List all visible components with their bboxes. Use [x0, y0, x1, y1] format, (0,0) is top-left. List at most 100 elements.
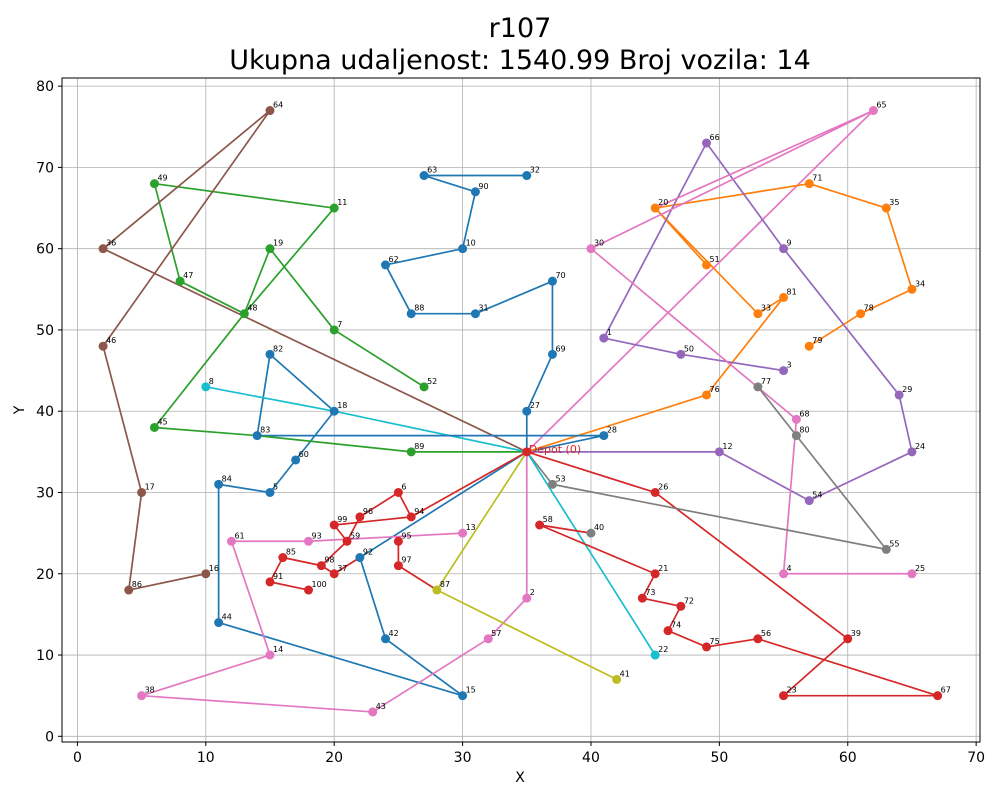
customer-point [907, 284, 917, 294]
customer-point [535, 520, 545, 530]
customer-label: 22 [658, 645, 668, 654]
customer-label: 99 [337, 515, 347, 524]
customer-label: 74 [671, 621, 681, 630]
route-line [538, 491, 939, 697]
customer-point [137, 487, 147, 497]
customer-label: 2 [530, 588, 535, 597]
customer-point [779, 244, 789, 254]
customer-point [894, 390, 904, 400]
route-line [102, 109, 271, 591]
customer-label: 96 [363, 507, 373, 516]
customer-label: 34 [915, 279, 925, 288]
customer-point [226, 536, 236, 546]
x-tick-label: 20 [325, 750, 343, 766]
customer-label: 58 [543, 515, 553, 524]
customer-point [239, 309, 249, 319]
customer-point [124, 585, 134, 595]
customer-label: 45 [157, 417, 167, 426]
customer-point [637, 593, 647, 603]
customer-point [458, 691, 468, 701]
customer-point [612, 674, 622, 684]
customer-label: 25 [915, 564, 925, 573]
customer-label: 64 [273, 101, 283, 110]
plot-frame [61, 77, 981, 743]
customer-label: 11 [337, 198, 347, 207]
customer-point [329, 520, 339, 530]
customer-point [458, 528, 468, 538]
customer-label: 8 [209, 377, 214, 386]
customer-label: 59 [350, 531, 360, 540]
route-line [397, 540, 438, 591]
customer-point [214, 479, 224, 489]
chart-subtitle: Ukupna udaljenost: 1540.99 Broj vozila: … [229, 45, 811, 76]
customer-label: 95 [401, 531, 411, 540]
depot-route-edge [102, 247, 528, 453]
customer-label: 56 [761, 629, 771, 638]
customer-label: 79 [812, 336, 822, 345]
customer-label: 1 [607, 328, 612, 337]
customer-point [933, 691, 943, 701]
route-line [140, 532, 528, 713]
customer-point [278, 553, 288, 563]
customer-point [547, 349, 557, 359]
customer-label: 48 [247, 304, 257, 313]
route-line [590, 109, 875, 250]
customer-point [368, 707, 378, 717]
customer-point [149, 422, 159, 432]
customer-point [175, 276, 185, 286]
customer-label: 89 [414, 442, 424, 451]
customer-label: 77 [761, 377, 771, 386]
customer-label: 65 [876, 101, 886, 110]
depot-route-edge [525, 434, 605, 453]
route-line [384, 174, 554, 413]
customer-label: 26 [658, 482, 668, 491]
depot-route-edge [359, 451, 528, 559]
customer-label: 24 [915, 442, 925, 451]
customer-label: 100 [312, 580, 327, 589]
customer-label: 16 [209, 564, 219, 573]
customer-label: 55 [889, 539, 899, 548]
customer-label: 39 [851, 629, 861, 638]
customer-label: 21 [658, 564, 668, 573]
customer-label: 63 [427, 166, 437, 175]
customer-point [663, 626, 673, 636]
customer-label: 94 [414, 507, 424, 516]
customer-label: 76 [710, 385, 720, 394]
customer-label: 36 [106, 239, 116, 248]
chart-title: r107 [489, 13, 552, 44]
customer-point [650, 203, 660, 213]
x-tick-label: 10 [197, 750, 215, 766]
customer-point [406, 309, 416, 319]
route-line [320, 540, 361, 575]
customer-point [779, 366, 789, 376]
customer-label: 80 [799, 426, 809, 435]
customer-point [907, 569, 917, 579]
depot-label: Depot (0) [529, 443, 581, 456]
customer-label: 57 [491, 629, 501, 638]
y-tick-label: 50 [36, 323, 54, 339]
customer-label: 29 [902, 385, 912, 394]
customer-label: 31 [478, 304, 488, 313]
customer-label: 78 [864, 304, 874, 313]
customer-point [201, 382, 211, 392]
customer-label: 44 [222, 613, 232, 622]
customer-label: 86 [132, 580, 142, 589]
customer-label: 66 [710, 133, 720, 142]
customer-point [419, 171, 429, 181]
y-tick-label: 40 [36, 404, 54, 420]
customer-label: 13 [466, 523, 476, 532]
customer-label: 92 [363, 548, 373, 557]
customer-label: 23 [787, 686, 797, 695]
customer-point [702, 260, 712, 270]
x-tick-label: 0 [73, 750, 82, 766]
customer-point [252, 431, 262, 441]
customer-point [779, 691, 789, 701]
customer-point [753, 382, 763, 392]
customer-label: 33 [761, 304, 771, 313]
customer-point [355, 553, 365, 563]
customer-label: 98 [324, 556, 334, 565]
customer-label: 49 [157, 174, 167, 183]
customer-point [676, 601, 686, 611]
depot-point [522, 447, 532, 457]
customer-point [304, 585, 314, 595]
